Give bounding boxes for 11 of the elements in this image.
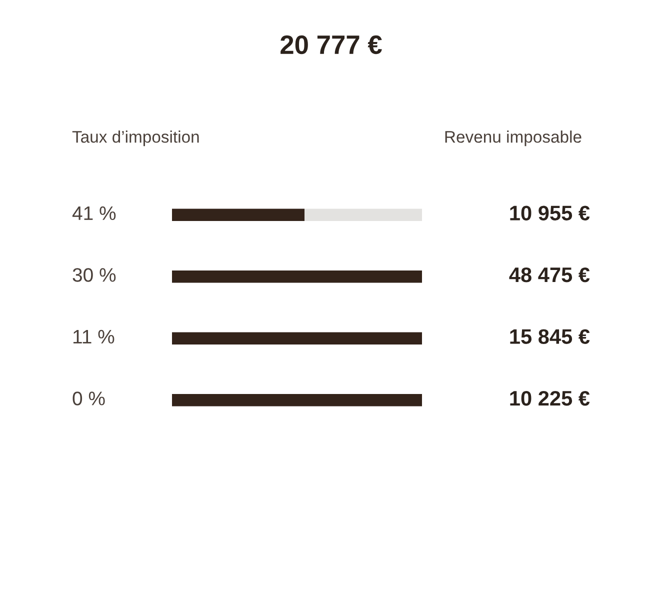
y-tick-label: 30 % — [72, 268, 116, 282]
chart-title: 20 777 € — [280, 35, 382, 54]
y-tick-label: 0 % — [72, 392, 105, 406]
y-tick-label: 41 % — [72, 206, 116, 220]
text: Taux d’imposition — [72, 130, 199, 146]
text: 15 845 € — [510, 329, 590, 344]
text: 48 475 € — [509, 267, 590, 282]
text: Revenu imposable — [445, 130, 582, 146]
text: 10 225 € — [510, 390, 590, 406]
y-tick-label: 11 % — [73, 330, 114, 344]
text: 10 955 € — [510, 206, 590, 220]
